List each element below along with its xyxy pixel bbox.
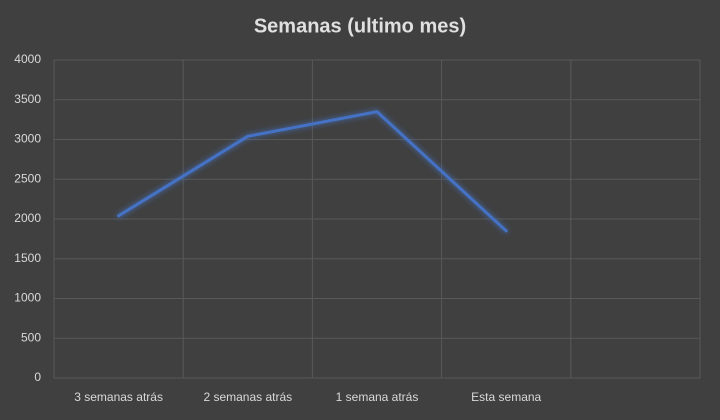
x-tick-label: 1 semana atrás [336, 390, 419, 404]
line [117, 110, 508, 233]
chart-title: Semanas (ultimo mes) [254, 15, 466, 37]
x-tick-label: 3 semanas atrás [74, 390, 163, 404]
y-tick-label: 2500 [14, 171, 41, 185]
y-tick-label: 2000 [14, 211, 41, 225]
y-tick-label: 4000 [14, 52, 41, 66]
x-tick-label: 2 semanas atrás [203, 390, 292, 404]
x-tick-label: Esta semana [471, 390, 541, 404]
y-tick-label: 500 [21, 330, 41, 344]
y-tick-label: 0 [34, 370, 41, 384]
y-tick-label: 1000 [14, 291, 41, 305]
y-tick-label: 1500 [14, 251, 41, 265]
y-tick-label: 3500 [14, 92, 41, 106]
y-tick-label: 3000 [14, 132, 41, 146]
